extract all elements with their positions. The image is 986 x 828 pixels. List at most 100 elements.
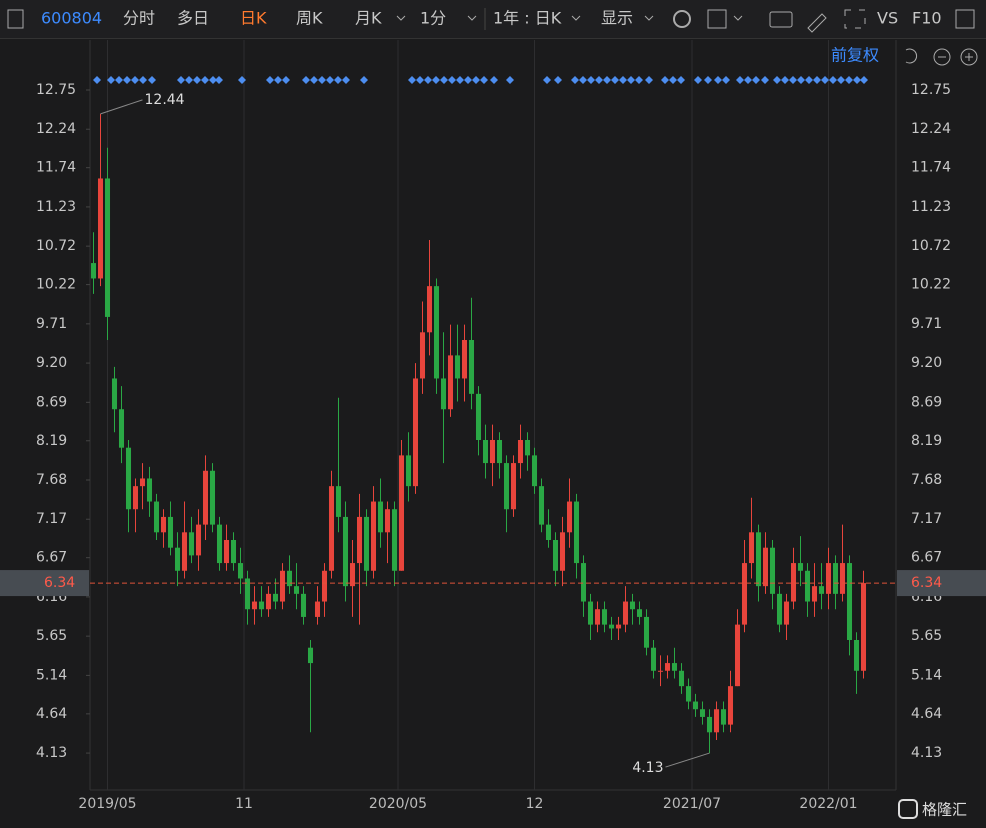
candle-body: [762, 547, 769, 587]
candle-body: [811, 586, 818, 602]
annotation-leader: [665, 752, 710, 768]
candle-body: [111, 378, 118, 410]
toolbar: [0, 0, 986, 38]
tab-active[interactable]: 日K: [240, 9, 267, 28]
event-marker: [797, 76, 805, 84]
event-marker: [619, 76, 627, 84]
event-marker: [714, 76, 722, 84]
dropdown-arrow: [644, 15, 654, 21]
candle-body: [307, 647, 314, 664]
x-tick-label: 2021/07: [663, 796, 721, 812]
candle-body: [160, 516, 167, 533]
candle-body: [629, 601, 636, 610]
tab[interactable]: 分时: [123, 9, 155, 28]
event-marker: [480, 76, 488, 84]
display-select[interactable]: 显示: [601, 9, 633, 28]
tab[interactable]: 多日: [177, 9, 209, 28]
candle-body: [846, 563, 853, 640]
candle-body: [783, 601, 790, 625]
tab[interactable]: 月K: [355, 9, 382, 28]
y-tick-label: 5.65: [36, 628, 67, 644]
candle-body: [398, 455, 405, 571]
y-tick-label: 7.68: [36, 472, 67, 488]
event-marker: [773, 76, 781, 84]
candle-body: [643, 616, 650, 648]
candle-body: [650, 647, 657, 671]
candle-body: [454, 355, 461, 379]
y-tick-label-right: 8.69: [911, 394, 942, 410]
y-tick-label-right: 4.13: [911, 745, 942, 761]
candle-body: [230, 540, 237, 564]
event-marker: [115, 76, 123, 84]
event-marker: [821, 76, 829, 84]
event-marker: [829, 76, 837, 84]
candle-body: [741, 563, 748, 625]
event-marker: [472, 76, 480, 84]
event-marker: [554, 76, 562, 84]
candle-body: [405, 455, 412, 487]
dropdown-arrow: [571, 15, 581, 21]
adjust-mode[interactable]: 前复权: [831, 46, 879, 65]
event-marker: [123, 76, 131, 84]
event-marker: [627, 76, 635, 84]
candle-body: [321, 570, 328, 602]
panel-icon[interactable]: [955, 9, 975, 29]
event-marker: [177, 76, 185, 84]
event-marker: [837, 76, 845, 84]
candle-body: [776, 593, 783, 625]
box-icon[interactable]: [707, 9, 727, 29]
candle-body: [216, 524, 223, 564]
candle-body: [188, 532, 195, 556]
event-marker: [635, 76, 643, 84]
x-tick-label: 11: [235, 796, 253, 812]
event-marker: [752, 76, 760, 84]
tab[interactable]: 周K: [296, 9, 323, 28]
candle-body: [125, 447, 132, 510]
zoom-out-icon[interactable]: [933, 48, 951, 66]
event-marker: [215, 76, 223, 84]
y-tick-label-right: 10.72: [911, 238, 951, 254]
f10-button[interactable]: F10: [912, 9, 942, 28]
candle-body: [727, 686, 734, 725]
event-marker: [148, 76, 156, 84]
settings-icon[interactable]: [673, 10, 691, 28]
y-tick-label: 11.74: [36, 160, 76, 176]
candle-body: [181, 532, 188, 571]
pen-icon[interactable]: [807, 13, 827, 33]
candle-body: [573, 501, 580, 564]
candle-body: [314, 601, 321, 617]
candle-body: [594, 609, 601, 625]
brand: 格隆汇: [922, 801, 967, 819]
reset-icon[interactable]: [905, 48, 918, 64]
event-marker: [543, 76, 551, 84]
candle-body: [440, 378, 447, 410]
event-marker: [93, 76, 101, 84]
candle-body: [615, 624, 622, 629]
y-tick-label: 8.19: [36, 433, 67, 449]
candle-body: [419, 332, 426, 379]
sidebar-icon[interactable]: [7, 9, 24, 29]
camera-icon[interactable]: [769, 11, 793, 28]
candle-body: [853, 640, 860, 671]
candle-body: [118, 409, 125, 448]
candle-body: [279, 570, 286, 602]
y-tick-label-right: 5.65: [911, 628, 942, 644]
vs-button[interactable]: VS: [877, 9, 898, 28]
y-tick-label: 9.20: [36, 355, 67, 371]
candle-body: [104, 178, 111, 317]
event-marker: [490, 76, 498, 84]
candle-body: [545, 524, 552, 540]
candle-body: [559, 532, 566, 571]
y-tick-label: 4.64: [36, 706, 67, 722]
last-price-box: [0, 570, 89, 597]
period-select[interactable]: 1年 : 日K: [493, 9, 562, 28]
zoom-in-icon[interactable]: [960, 48, 978, 66]
event-marker: [736, 76, 744, 84]
annotation: 4.13: [632, 760, 663, 776]
event-marker: [579, 76, 587, 84]
y-tick-label: 6.67: [36, 550, 67, 566]
stock-code[interactable]: 600804: [41, 9, 102, 28]
candle-body: [342, 516, 349, 587]
tab[interactable]: 1分: [420, 9, 446, 28]
fullscreen-icon[interactable]: [844, 9, 866, 29]
